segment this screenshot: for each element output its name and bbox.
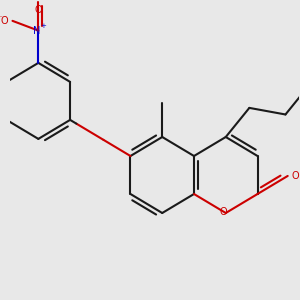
Text: O: O xyxy=(34,5,42,15)
Text: O: O xyxy=(219,207,227,217)
Text: +: + xyxy=(40,22,46,28)
Text: O: O xyxy=(1,16,9,26)
Text: O: O xyxy=(292,171,299,181)
Text: ⁻: ⁻ xyxy=(0,15,2,21)
Text: N: N xyxy=(33,26,40,36)
